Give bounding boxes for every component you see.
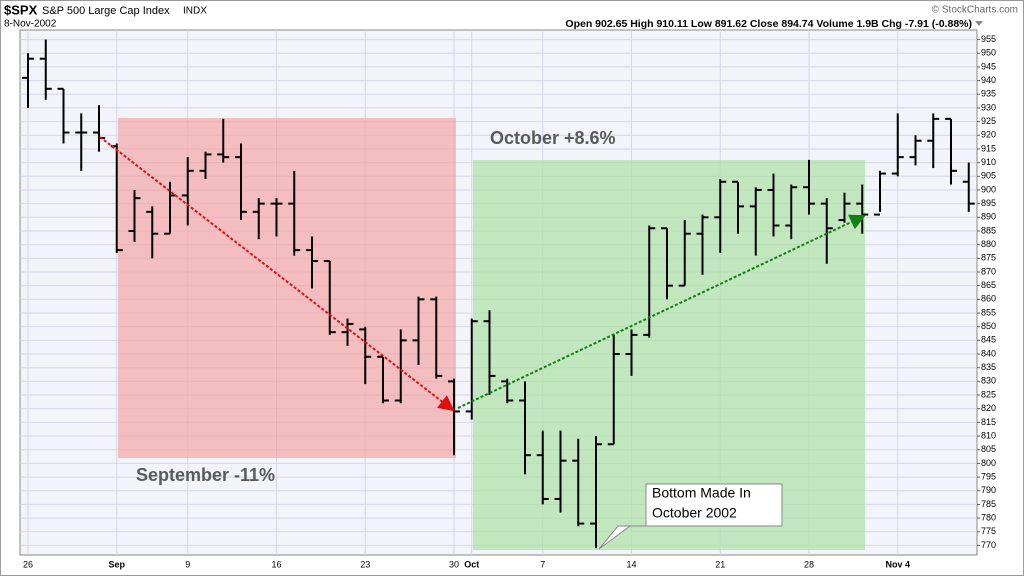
exchange: INDX [183, 6, 207, 17]
x-tick-label: 23 [360, 559, 370, 569]
y-tick-label: 875 [981, 253, 996, 263]
september-label: September -11% [136, 465, 275, 485]
y-tick-label: 950 [981, 48, 996, 58]
x-tick-label: 9 [185, 559, 190, 569]
y-tick-label: 780 [981, 512, 996, 522]
quote: Open 902.65 High 910.11 Low 891.62 Close… [565, 18, 972, 30]
y-tick-label: 900 [981, 184, 996, 194]
y-tick-label: 895 [981, 198, 996, 208]
y-tick-label: 870 [981, 266, 996, 276]
september-trend-arrow [99, 136, 455, 412]
y-tick-label: 880 [981, 239, 996, 249]
index-name: S&P 500 Large Cap Index [42, 5, 170, 17]
y-tick-label: 790 [981, 485, 996, 495]
y-tick-label: 865 [981, 280, 996, 290]
y-tick-label: 890 [981, 212, 996, 222]
x-tick-label: 26 [23, 559, 33, 569]
callout-box [598, 483, 783, 550]
september-box [118, 118, 456, 458]
x-tick-label: Oct [464, 559, 479, 569]
y-tick-label: 820 [981, 403, 996, 413]
y-tick-label: 830 [981, 376, 996, 386]
y-tick-label: 840 [981, 348, 996, 358]
callout-line: October 2002 [652, 505, 737, 521]
x-tick-label: 30 [449, 559, 459, 569]
y-tick-label: 885 [981, 225, 996, 235]
y-tick-label: 810 [981, 430, 996, 440]
y-tick-label: 855 [981, 307, 996, 317]
y-tick-label: 815 [981, 417, 996, 427]
y-tick-label: 775 [981, 526, 996, 536]
bars [22, 39, 975, 549]
y-tick-label: 935 [981, 89, 996, 99]
y-tick-label: 905 [981, 171, 996, 181]
y-tick-label: 850 [981, 321, 996, 331]
x-tick-label: Sep [108, 559, 125, 569]
x-tick-label: 21 [715, 559, 725, 569]
y-tick-label: 910 [981, 157, 996, 167]
y-tick-label: 915 [981, 143, 996, 153]
x-tick-label: 28 [804, 559, 814, 569]
y-tick-label: 795 [981, 471, 996, 481]
dropdown-icon[interactable] [975, 21, 983, 26]
chart-date: 8-Nov-2002 [4, 19, 57, 30]
y-tick-label: 925 [981, 116, 996, 126]
x-tick-label: Nov 4 [885, 559, 910, 569]
x-tick-label: 7 [540, 559, 545, 569]
y-tick-label: 930 [981, 102, 996, 112]
y-tick-label: 845 [981, 335, 996, 345]
october-label: October +8.6% [490, 128, 616, 148]
symbol: $SPX [4, 2, 38, 17]
y-tick-label: 770 [981, 540, 996, 550]
x-tick-label: 14 [626, 559, 636, 569]
y-tick-label: 825 [981, 389, 996, 399]
y-tick-label: 860 [981, 294, 996, 304]
y-tick-label: 800 [981, 458, 996, 468]
y-tick-label: 955 [981, 34, 996, 44]
y-tick-label: 805 [981, 444, 996, 454]
y-tick-label: 945 [981, 61, 996, 71]
y-tick-label: 785 [981, 499, 996, 509]
callout-line: Bottom Made In [652, 485, 751, 501]
source: © StockCharts.com [932, 5, 1018, 16]
y-tick-label: 835 [981, 362, 996, 372]
y-tick-label: 920 [981, 130, 996, 140]
y-tick-label: 940 [981, 75, 996, 85]
x-tick-label: 16 [271, 559, 281, 569]
